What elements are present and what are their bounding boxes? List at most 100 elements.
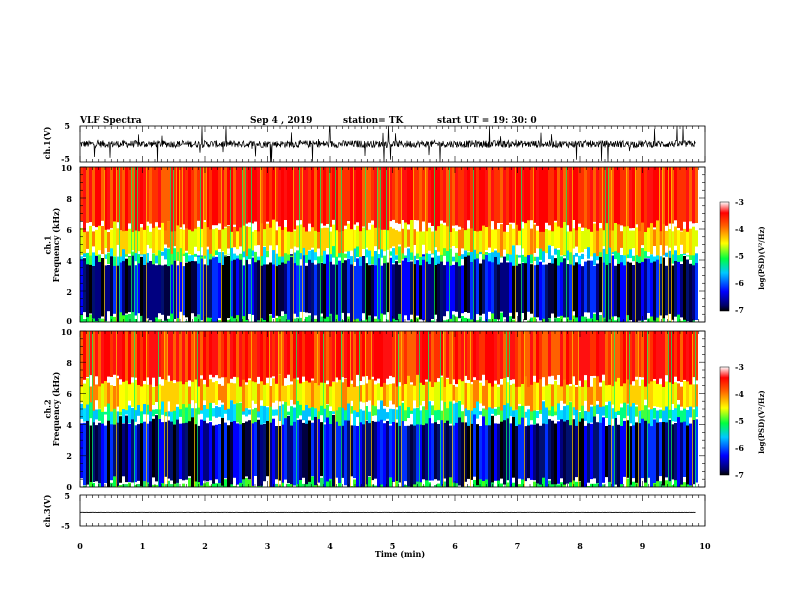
spectrogram-cell bbox=[563, 220, 566, 256]
spectrogram-cell bbox=[137, 402, 140, 416]
spectrogram-cell bbox=[167, 263, 170, 316]
spectrogram-cell bbox=[635, 331, 638, 377]
spectrogram-cell bbox=[200, 255, 203, 321]
spectrogram-cell bbox=[653, 408, 656, 419]
spectrogram-spike bbox=[425, 167, 426, 322]
spectrogram-spike bbox=[635, 167, 636, 322]
ch2-colorbar-tick: -4 bbox=[735, 389, 744, 399]
spectrogram-cell bbox=[671, 382, 674, 404]
spectrogram-cell bbox=[143, 403, 146, 415]
spectrogram-cell bbox=[356, 408, 359, 418]
spectrogram-cell bbox=[443, 382, 446, 402]
spectrogram-cell bbox=[164, 377, 167, 412]
spectrogram-cell bbox=[374, 485, 377, 487]
spectrogram-cell bbox=[347, 420, 350, 487]
spectrogram-cell bbox=[392, 264, 395, 319]
spectrogram-cell bbox=[479, 316, 482, 322]
spectrogram-cell bbox=[290, 424, 293, 485]
spectrogram-cell bbox=[683, 417, 686, 477]
spectrogram-cell bbox=[176, 248, 179, 261]
spectrogram-cell bbox=[566, 264, 569, 318]
spectrogram-cell bbox=[662, 415, 665, 486]
spectrogram-cell bbox=[317, 485, 320, 487]
spectrogram-cell bbox=[194, 413, 197, 482]
spectrogram-cell bbox=[380, 331, 383, 387]
spectrogram-cell bbox=[287, 167, 290, 232]
spectrogram-cell bbox=[245, 477, 248, 487]
spectrogram-cell bbox=[284, 400, 287, 419]
spectrogram-cell bbox=[518, 406, 521, 425]
spectrogram-cell bbox=[296, 420, 299, 485]
spectrogram-cell bbox=[449, 224, 452, 248]
spectrogram-spike bbox=[638, 331, 639, 487]
spectrogram-cell bbox=[446, 378, 449, 409]
ch2-spectrogram-yticks: 0 2 4 6 8 10 bbox=[61, 327, 73, 492]
spectrogram-cell bbox=[158, 167, 161, 228]
spectrogram-cell bbox=[242, 376, 245, 412]
spectrogram-cell bbox=[488, 331, 491, 384]
spectrogram-cell bbox=[383, 167, 386, 230]
spectrogram-cell bbox=[299, 476, 302, 487]
spectrogram-spike bbox=[473, 167, 474, 322]
spectrogram-cell bbox=[344, 260, 347, 322]
spectrogram-cell bbox=[98, 255, 101, 319]
spectrogram-cell bbox=[563, 258, 566, 318]
spectrogram-cell bbox=[401, 167, 404, 220]
spectrogram-cell bbox=[392, 228, 395, 247]
spectrogram-cell bbox=[380, 229, 383, 250]
spectrogram-cell bbox=[422, 406, 425, 426]
spectrogram-cell bbox=[377, 331, 380, 379]
spectrogram-cell bbox=[650, 420, 653, 487]
spectrogram-cell bbox=[362, 419, 365, 487]
spectrogram-cell bbox=[548, 262, 551, 318]
spectrogram-cell bbox=[125, 380, 128, 411]
spectrogram-cell bbox=[530, 380, 533, 412]
spectrogram-cell bbox=[392, 167, 395, 220]
spectrogram-cell bbox=[527, 167, 530, 221]
spectrogram-cell bbox=[539, 229, 542, 249]
spectrogram-cell bbox=[650, 375, 653, 410]
ch2-freq-tick: 4 bbox=[66, 420, 72, 430]
spectrogram-cell bbox=[503, 256, 506, 318]
spectrogram-cell bbox=[626, 404, 629, 416]
spectrogram-cell bbox=[287, 228, 290, 255]
spectrogram-cell bbox=[425, 476, 428, 487]
spectrogram-cell bbox=[329, 231, 332, 255]
ch1-colorbar: -3 -4 -5 -6 -7 log(PSD)(V²/Hz) bbox=[719, 197, 766, 315]
spectrogram-cell bbox=[293, 252, 296, 264]
ch3-waveform-ylabel: ch.3(V) bbox=[42, 494, 52, 527]
spectrogram-cell bbox=[452, 314, 455, 322]
spectrogram-cell bbox=[521, 254, 524, 263]
spectrogram-cell bbox=[545, 229, 548, 254]
spectrogram-cell bbox=[383, 423, 386, 487]
spectrogram-cell bbox=[80, 312, 83, 322]
spectrogram-cell bbox=[254, 230, 257, 246]
spectrogram-cell bbox=[674, 167, 677, 221]
spectrogram-cell bbox=[551, 331, 554, 376]
spectrogram-spike bbox=[401, 331, 402, 487]
spectrogram-cell bbox=[218, 407, 221, 417]
spectrogram-cell bbox=[485, 406, 488, 426]
spectrogram-cell bbox=[566, 414, 569, 484]
spectrogram-cell bbox=[296, 250, 299, 266]
spectrogram-cell bbox=[443, 481, 446, 487]
spectrogram-cell bbox=[431, 376, 434, 401]
spectrogram-cell bbox=[233, 226, 236, 248]
spectrogram-cell bbox=[152, 387, 155, 405]
spectrogram-cell bbox=[659, 256, 662, 264]
spectrogram-cell bbox=[554, 423, 557, 485]
spectrogram-cell bbox=[518, 421, 521, 479]
spectrogram-cell bbox=[500, 416, 503, 479]
spectrogram-cell bbox=[461, 167, 464, 229]
spectrogram-cell bbox=[311, 331, 314, 379]
spectrogram-cell bbox=[572, 254, 575, 266]
spectrogram-cell bbox=[395, 409, 398, 420]
spectrogram-cell bbox=[614, 409, 617, 418]
spectrogram-cell bbox=[227, 331, 230, 384]
spectrogram-cell bbox=[680, 320, 683, 322]
spectrogram-cell bbox=[356, 258, 359, 319]
spectrogram-cell bbox=[491, 404, 494, 414]
spectrogram-cell bbox=[380, 381, 383, 401]
spectrogram-cell bbox=[449, 316, 452, 322]
spectrogram-cell bbox=[161, 320, 164, 322]
